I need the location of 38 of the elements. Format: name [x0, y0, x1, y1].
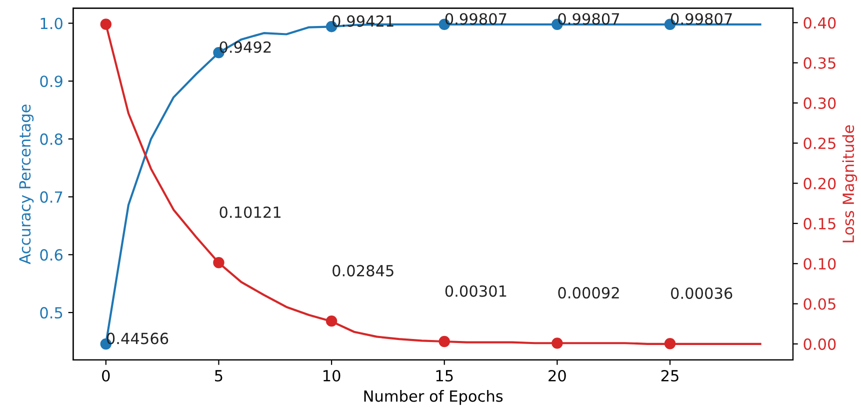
data-label: 0.00092	[558, 286, 619, 299]
y-tick-label: 0.5	[40, 307, 62, 319]
x-tick-label: 0	[102, 370, 110, 382]
y2-tick-label: 0.10	[804, 258, 836, 270]
data-label: 0.10121	[220, 206, 280, 218]
point	[213, 257, 224, 268]
y2-tick-label: 0.35	[804, 57, 836, 69]
y-tick-label: 0.6	[40, 249, 62, 261]
data-label: 0.99807	[671, 13, 732, 25]
x-tick-label: 15	[436, 370, 453, 382]
y2-tick-label: 0.15	[804, 218, 836, 230]
y-tick-label: 0.9	[40, 76, 62, 88]
y2-tick-label: 0.25	[804, 138, 836, 150]
y2-tick-label: 0.40	[804, 17, 836, 29]
x-tick-label: 5	[215, 370, 222, 382]
data-label: 0.99807	[558, 13, 620, 25]
y-tick-label: 0.7	[40, 191, 62, 203]
data-label: 0.00301	[445, 285, 506, 297]
data-label: 0.00036	[671, 287, 732, 299]
y2-axis-title: Loss Magnitude	[842, 125, 858, 242]
y2-tick-label: 0.30	[804, 97, 836, 109]
y-axis-title: Accuracy Percentage	[19, 104, 34, 264]
x-axis-title: Number of Epochs	[364, 390, 503, 405]
x-tick-label: 20	[548, 370, 566, 382]
y2-tick-label: 0.05	[804, 298, 836, 310]
y2-tick-label: 0.00	[804, 338, 836, 350]
point	[438, 336, 450, 348]
point	[552, 338, 563, 349]
data-label: 0.02845	[332, 264, 394, 276]
data-label: 0.99807	[445, 13, 506, 25]
point	[100, 18, 112, 30]
point	[664, 338, 676, 350]
y2-tick-label: 0.20	[804, 178, 836, 190]
x-tick-label: 25	[661, 370, 678, 382]
y-tick-label: 0.8	[40, 133, 62, 145]
x-tick-label: 10	[324, 370, 340, 382]
point	[326, 315, 338, 327]
y-tick-label: 1.0	[40, 18, 62, 30]
